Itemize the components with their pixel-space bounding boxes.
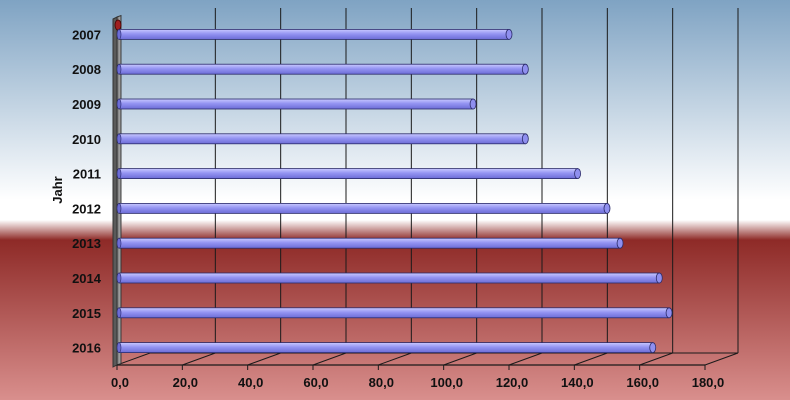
bar-base-2009 bbox=[116, 98, 122, 110]
bar-cap-2007 bbox=[505, 29, 513, 40]
floor-line-6 bbox=[508, 352, 543, 366]
bar-body-2014 bbox=[118, 272, 660, 284]
bar-base-2011 bbox=[116, 168, 122, 179]
floor-line-1 bbox=[182, 352, 216, 366]
floor-line-3 bbox=[312, 352, 347, 366]
bar-2007 bbox=[116, 28, 513, 40]
x-tick-label-1: 20,0 bbox=[173, 375, 198, 390]
floor-line-9 bbox=[704, 352, 739, 366]
bar-cap-2008 bbox=[521, 63, 529, 75]
bar-2011 bbox=[116, 168, 581, 180]
x-tick-label-3: 60,0 bbox=[303, 375, 328, 390]
bar-cap-2009 bbox=[469, 98, 477, 110]
bar-base-2012 bbox=[116, 203, 122, 214]
x-tick-label-8: 160,0 bbox=[626, 375, 659, 390]
y-tick-label-2012: 2012 bbox=[72, 201, 101, 216]
labels: 0,0 20,0 40,0 60,0 80,0 100,0 120,0 140,0 160,0 1… bbox=[72, 27, 724, 390]
floor-line-0 bbox=[116, 352, 151, 366]
bar-body-2016 bbox=[118, 342, 654, 354]
bar-base-2007 bbox=[116, 29, 122, 40]
bar-cap-2015 bbox=[665, 307, 673, 319]
y-tick-label-2007: 2007 bbox=[72, 27, 101, 42]
bar-cap-2014 bbox=[655, 272, 663, 284]
bar-2010 bbox=[116, 133, 529, 145]
bar-cap-2010 bbox=[521, 133, 529, 145]
y-tick-label-2016: 2016 bbox=[72, 341, 101, 356]
x-tick-label-5: 100,0 bbox=[430, 375, 463, 390]
floor-line-4 bbox=[378, 352, 412, 366]
left-wall-edge bbox=[112, 16, 118, 368]
bar-cap-2013 bbox=[616, 237, 624, 249]
x-tick-label-9: 180,0 bbox=[692, 375, 725, 390]
y-tick-label-2015: 2015 bbox=[72, 306, 101, 321]
bar-body-2009 bbox=[118, 98, 474, 110]
bar-base-2015 bbox=[116, 307, 122, 319]
bar-2008 bbox=[116, 63, 529, 75]
bar-base-2010 bbox=[116, 133, 122, 145]
x-tick-label-4: 80,0 bbox=[369, 375, 394, 390]
floor-line-8 bbox=[639, 352, 673, 366]
bar-2009 bbox=[116, 98, 477, 110]
bar-2012 bbox=[116, 202, 611, 214]
floor-line-7 bbox=[574, 352, 608, 366]
bar-base-2014 bbox=[116, 272, 122, 284]
bar-2014 bbox=[116, 272, 663, 284]
x-tick-label-0: 0,0 bbox=[111, 375, 129, 390]
y-tick-label-2011: 2011 bbox=[73, 167, 101, 182]
bar-body-2008 bbox=[118, 63, 526, 75]
y-tick-label-2009: 2009 bbox=[72, 97, 101, 112]
bar-base-2013 bbox=[116, 237, 122, 249]
bars bbox=[116, 28, 673, 354]
y-tick-label-2010: 2010 bbox=[72, 132, 101, 147]
bar-cap-2012 bbox=[603, 202, 611, 214]
bar-cap-2016 bbox=[649, 342, 657, 354]
bar-body-2011 bbox=[118, 168, 579, 180]
bar-2015 bbox=[116, 307, 673, 319]
bar-base-2008 bbox=[116, 63, 122, 75]
x-tick-label-2: 40,0 bbox=[238, 375, 263, 390]
bar-base-2016 bbox=[116, 342, 122, 353]
bar-body-2010 bbox=[118, 133, 526, 145]
floor-line-5 bbox=[443, 352, 477, 366]
bar-body-2013 bbox=[118, 237, 621, 249]
bar-body-2012 bbox=[118, 202, 608, 214]
y-axis-title: Jahr bbox=[50, 176, 65, 203]
y-tick-label-2014: 2014 bbox=[72, 271, 102, 286]
floor-line-2 bbox=[247, 352, 281, 366]
y-tick-label-2008: 2008 bbox=[72, 62, 101, 77]
y-tick-label-2013: 2013 bbox=[72, 236, 101, 251]
x-tick-label-7: 140,0 bbox=[561, 375, 594, 390]
x-tick-label-6: 120,0 bbox=[496, 375, 529, 390]
bar-cap-2011 bbox=[574, 168, 581, 180]
bar-2016 bbox=[116, 342, 657, 354]
bar-body-2007 bbox=[118, 28, 510, 40]
corner-marker bbox=[114, 19, 122, 31]
bar-body-2015 bbox=[118, 307, 670, 319]
bar-2013 bbox=[116, 237, 624, 249]
